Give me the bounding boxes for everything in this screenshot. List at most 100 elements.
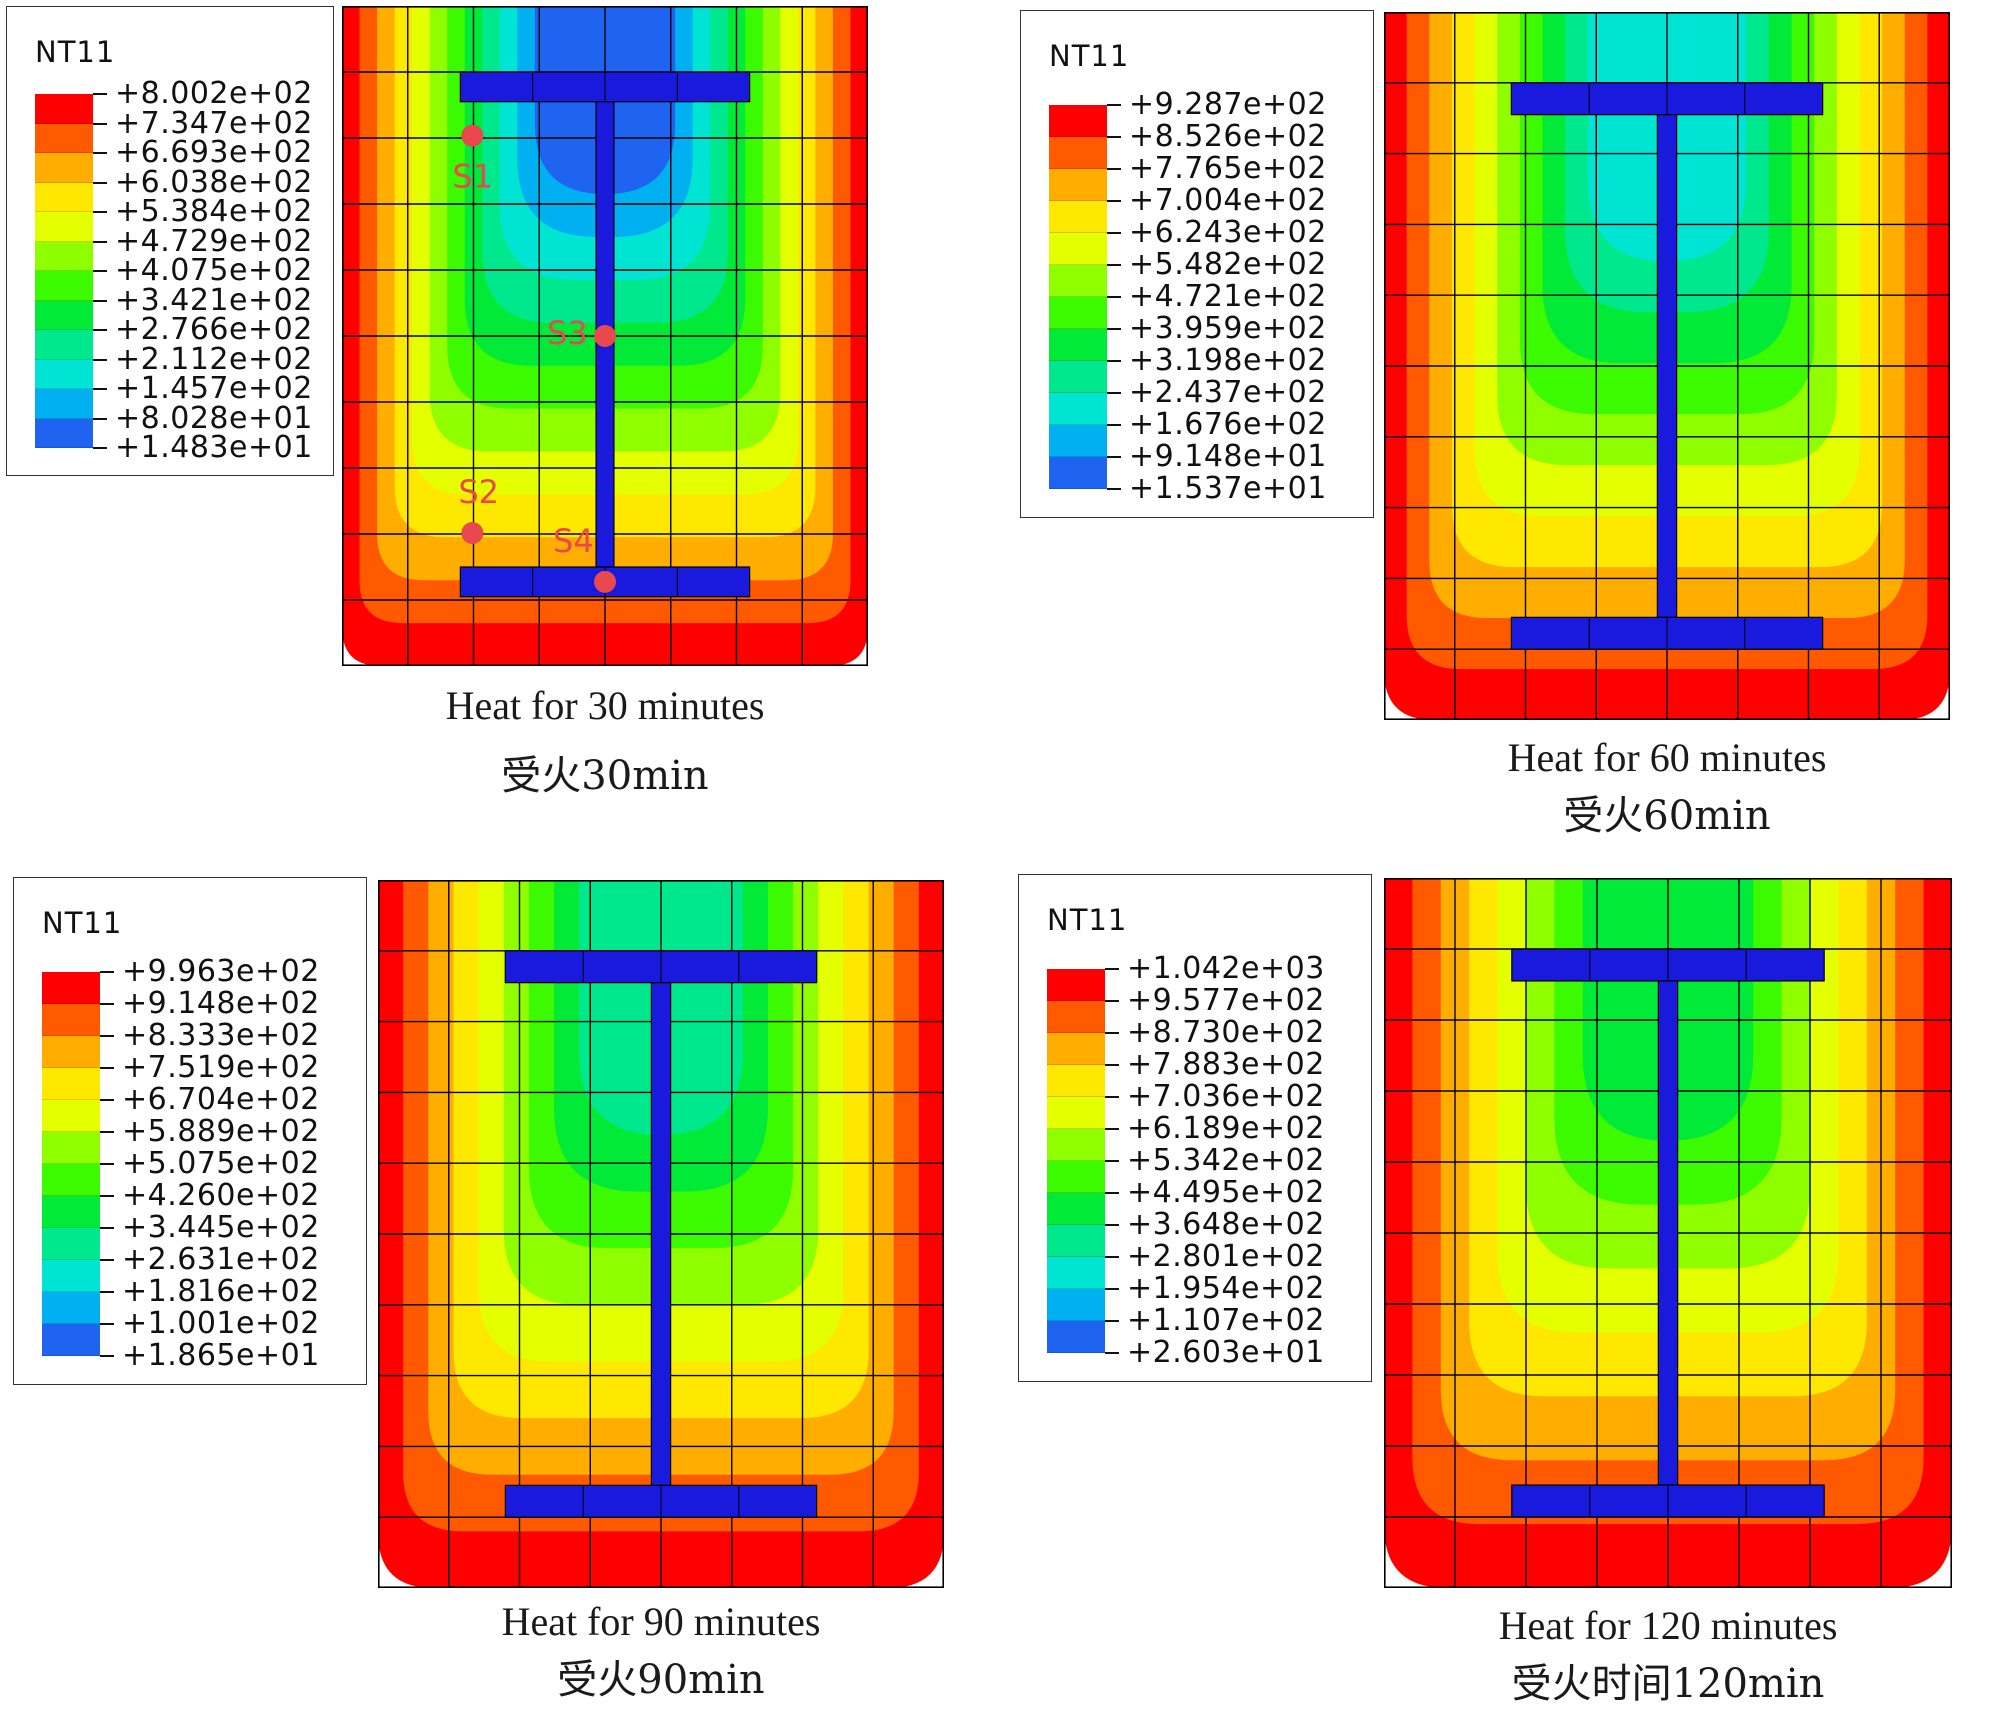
legend-swatch [35,359,93,389]
legend-value: +4.729e+02 [115,223,313,259]
legend-value: +9.287e+02 [1129,87,1327,122]
legend-swatch [1047,1033,1105,1065]
legend-tick [1105,1288,1119,1290]
caption-en: Heat for 30 minutes [445,683,765,728]
probe-label: S4 [553,522,594,560]
legend-swatch [1047,1257,1105,1289]
legend-120min: NT11 +1.042e+03 +9.577e+02 +8.730e+02 +7.88… [1018,874,1372,1382]
contour-plot-90min [378,880,944,1588]
legend-value: +7.036e+02 [1127,1079,1325,1114]
legend-value: +6.704e+02 [122,1082,320,1117]
legend-tick [100,971,114,973]
legend-tick [100,1131,114,1133]
legend-swatch [35,330,93,360]
legend-swatch [1049,329,1107,361]
caption-30min: Heat for 30 minutes 受火30min [342,680,868,802]
legend-value: +2.631e+02 [122,1242,320,1277]
legend-swatch [1049,297,1107,329]
legend-tick [1105,1096,1119,1098]
legend-value: +8.526e+02 [1129,119,1327,154]
legend-tick [100,1291,114,1293]
legend-value: +6.038e+02 [115,164,313,200]
legend-value: +9.148e+02 [122,986,320,1021]
legend-tick [1105,1320,1119,1322]
legend-tick [1105,1032,1119,1034]
legend-swatch [42,1196,100,1228]
legend-value: +3.445e+02 [122,1210,320,1245]
legend-swatch [35,94,93,124]
legend-swatch [1049,169,1107,201]
legend-value: +7.004e+02 [1129,183,1327,218]
legend-tick [1107,264,1121,266]
plot-border [378,880,944,1588]
legend-swatch [1049,233,1107,265]
probe-marker [594,570,616,593]
legend-value: +1.457e+02 [115,371,313,406]
legend-swatch [1049,265,1107,297]
legend-tick [1107,168,1121,170]
legend-value: +5.889e+02 [122,1114,320,1149]
legend-variable: NT11 [1049,39,1130,73]
probe-points: S1 S3 S2 S4 [452,124,616,593]
legend-value: +7.883e+02 [1127,1047,1325,1082]
legend-swatch [1049,457,1107,489]
legend-value: +9.148e+01 [1129,439,1327,474]
legend-value: +6.243e+02 [1129,215,1327,250]
legend-swatch [42,972,100,1004]
web [1657,980,1679,1486]
plot-border [1384,878,1952,1588]
probe-label: S2 [458,473,499,511]
legend-value: +8.730e+02 [1127,1015,1325,1050]
legend-tick [1105,1224,1119,1226]
legend-swatch [42,1004,100,1036]
legend-swatch [35,123,93,153]
legend-swatch [42,1100,100,1132]
legend-value: +1.483e+01 [115,430,313,465]
legend-tick [93,152,107,154]
legend-variable: NT11 [35,35,116,69]
legend-swatch [1047,1065,1105,1097]
steel-i-beam [1511,948,1825,1518]
legend-tick [100,1067,114,1069]
legend-value: +7.347e+02 [115,105,313,141]
caption-60min: Heat for 60 minutes 受火60min [1384,732,1950,842]
legend-tick [93,211,107,213]
steel-i-beam [1510,82,1824,650]
legend-colorbar [1049,105,1107,489]
legend-tick [1107,136,1121,138]
legend-tick [1105,1352,1119,1354]
legend-tick [93,358,107,361]
probe-label: S1 [452,158,493,196]
legend-swatch [35,418,93,448]
legend-tick [93,240,107,243]
legend-swatch [1047,1321,1105,1353]
steel-i-beam [459,71,751,598]
legend-swatch [42,1292,100,1324]
legend-60min: NT11 +9.287e+02 +8.526e+02 +7.765e+02 +7.00… [1020,10,1374,518]
legend-tick [100,1323,114,1325]
legend-tick [100,1259,114,1261]
legend-swatch [1047,969,1105,1001]
legend-value: +5.482e+02 [1129,247,1327,282]
legend-value: +1.865e+01 [122,1338,320,1373]
legend-value: +3.648e+02 [1127,1207,1325,1242]
legend-value: +5.384e+02 [115,194,313,229]
legend-tick [93,181,107,184]
legend-tick [93,270,107,272]
legend-value: +1.107e+02 [1127,1303,1325,1338]
probe-label: S3 [547,314,588,352]
legend-swatch [42,1132,100,1164]
legend-value: +1.676e+02 [1129,407,1327,442]
caption-cn: 受火时间120min [1511,1661,1825,1707]
contour-plot-30min: S1 S3 S2 S4 [342,6,868,666]
legend-tick [1107,360,1121,362]
legend-swatch [35,212,93,242]
legend-colorbar [42,972,100,1356]
legend-tick [93,93,107,95]
probe-marker [461,124,484,147]
legend-swatch [1047,1097,1105,1129]
legend-tick [100,1227,114,1229]
legend-variable: NT11 [1047,903,1128,937]
legend-swatch [35,241,93,271]
legend-value: +1.537e+01 [1129,471,1327,506]
